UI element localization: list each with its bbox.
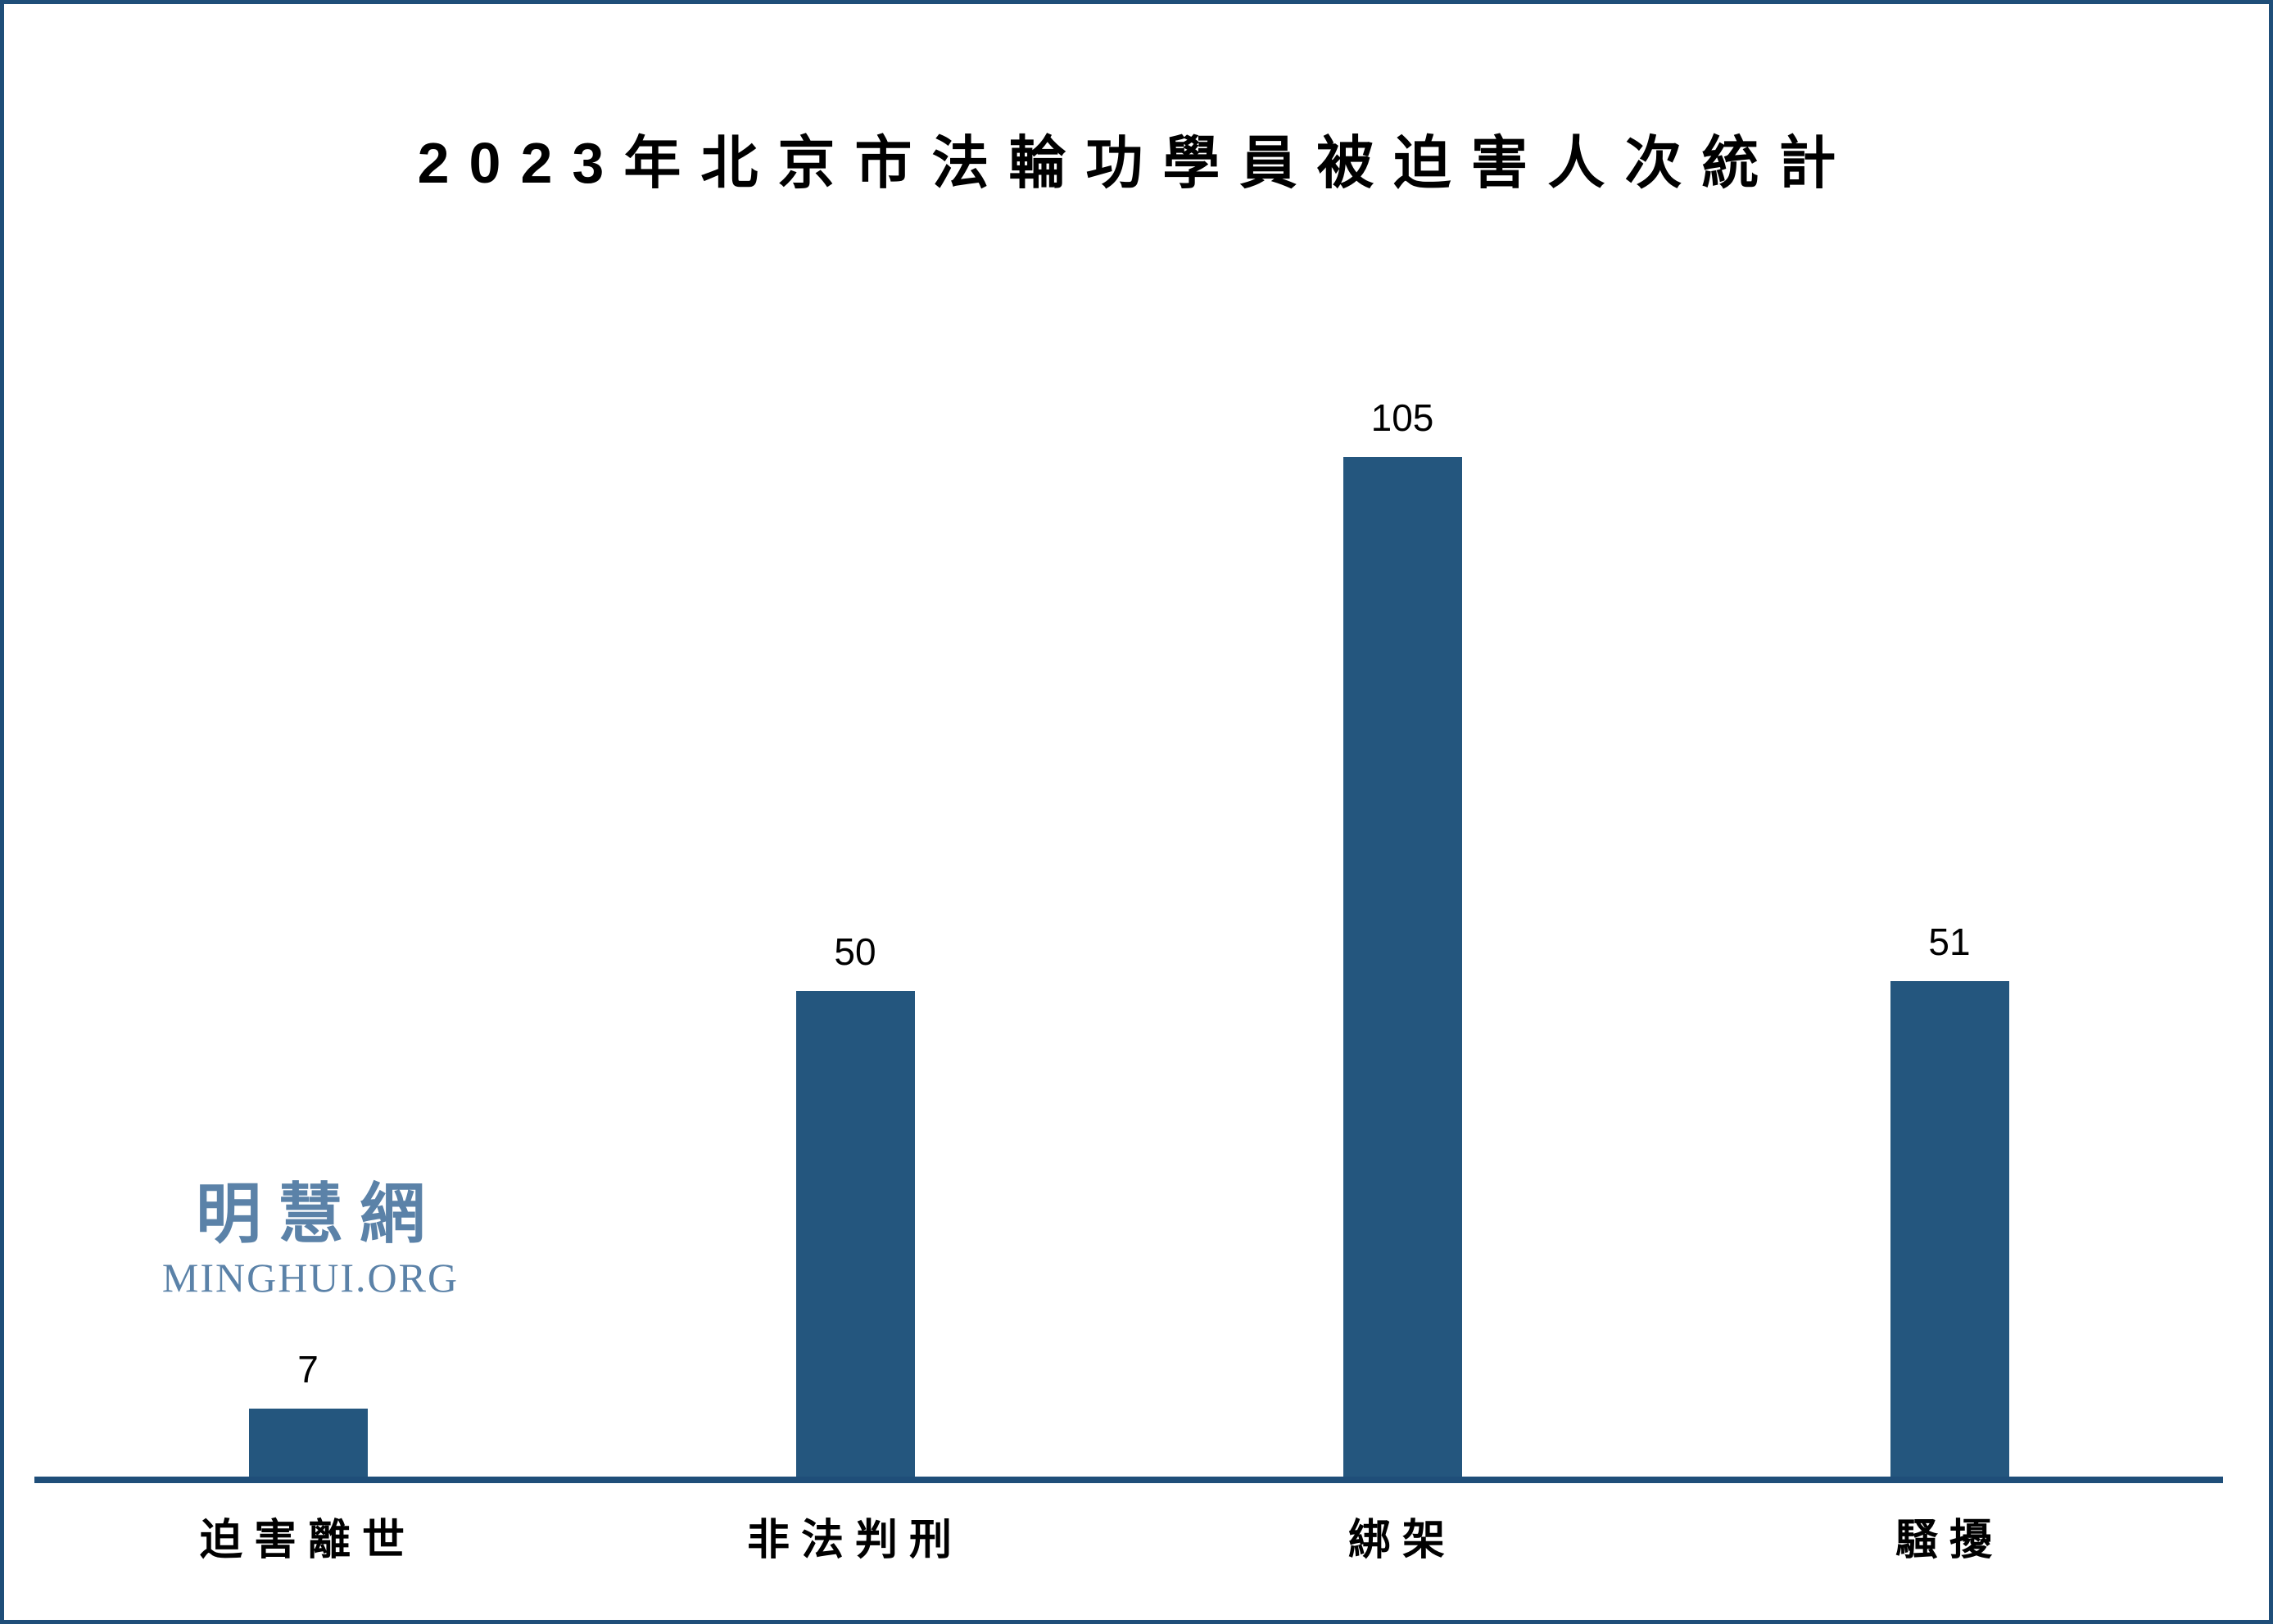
minghui-logo-cjk: 明慧網 (195, 1178, 441, 1251)
category-label-1: 迫害離世 (199, 1517, 416, 1564)
bar-value-label-2: 50 (834, 930, 876, 973)
minghui-watermark: 明慧網 MINGHUI.ORG (161, 1178, 460, 1301)
bar-2 (795, 991, 915, 1477)
bar-value-label-1: 7 (297, 1348, 319, 1391)
category-label-3: 綁架 (1347, 1517, 1456, 1564)
bar-1 (248, 1409, 368, 1477)
bar-4 (1890, 981, 2009, 1477)
category-label-4: 騷擾 (1895, 1517, 2004, 1564)
bar-3 (1343, 457, 1462, 1477)
x-axis-baseline (34, 1477, 2223, 1483)
category-label-2: 非法判刑 (746, 1517, 963, 1564)
chart-title: 2023年北京市法輪功學員被迫害人次統計 (417, 131, 1856, 195)
bar-value-label-3: 105 (1370, 396, 1434, 439)
bar-value-label-4: 51 (1928, 921, 1971, 963)
minghui-logo-url: MINGHUI.ORG (161, 1255, 460, 1301)
